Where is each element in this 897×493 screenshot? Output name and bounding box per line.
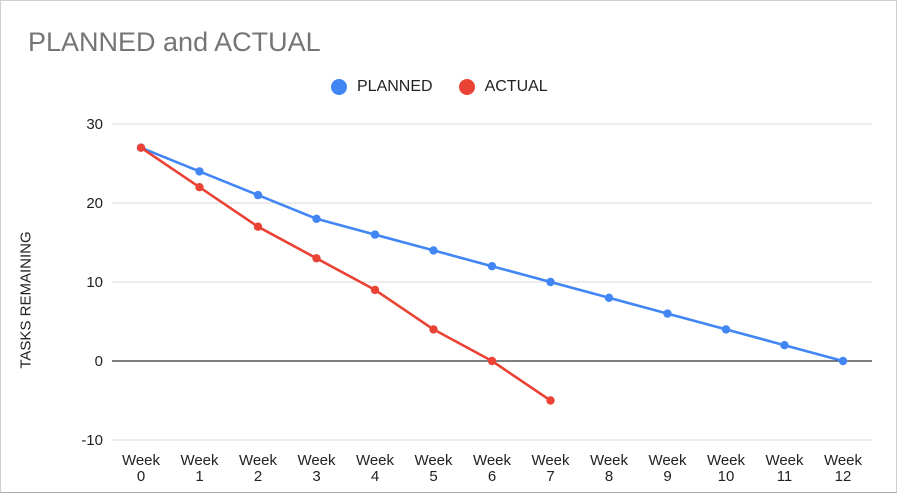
- data-point-planned: [195, 167, 204, 176]
- x-tick-label: Week 9: [648, 452, 687, 485]
- y-tick-label: 30: [86, 116, 103, 133]
- data-point-planned: [838, 356, 848, 366]
- x-tick-label: Week 4: [356, 452, 395, 485]
- x-tick-label: Week 8: [590, 452, 629, 485]
- x-tick-label: Week 6: [473, 452, 512, 485]
- legend-label-actual: ACTUAL: [484, 78, 548, 95]
- data-point-actual: [195, 183, 204, 192]
- y-tick-label: 20: [86, 195, 103, 212]
- data-point-actual: [312, 254, 321, 263]
- x-tick-label: Week 5: [414, 452, 453, 485]
- data-point-planned: [780, 341, 789, 350]
- legend-swatch-actual: [458, 79, 475, 95]
- x-tick-label: Week 10: [707, 452, 746, 485]
- x-tick-label: Week 1: [180, 452, 219, 485]
- y-tick-label: -10: [81, 432, 103, 449]
- data-point-planned: [370, 230, 380, 239]
- x-tick-label: Week 2: [239, 452, 278, 485]
- chart-legend: PLANNED ACTUAL: [331, 76, 574, 98]
- legend-swatch-planned: [331, 79, 347, 95]
- data-point-actual: [429, 325, 438, 334]
- legend-item-planned[interactable]: PLANNED: [331, 78, 433, 96]
- legend-label-planned: PLANNED: [357, 78, 433, 95]
- series-line-actual: [139, 146, 552, 402]
- data-point-actual: [370, 285, 380, 295]
- data-point-planned: [312, 214, 321, 223]
- series-line-planned: [139, 146, 845, 363]
- data-point-planned: [721, 325, 731, 334]
- data-point-actual: [546, 396, 555, 405]
- data-point-planned: [487, 262, 497, 271]
- x-tick-label: Week 3: [297, 452, 336, 485]
- chart-title: PLANNED and ACTUAL: [28, 27, 321, 57]
- data-point-actual: [253, 222, 263, 231]
- x-tick-label: Week 7: [531, 452, 570, 485]
- data-point-planned: [546, 277, 555, 287]
- data-point-planned: [253, 190, 263, 200]
- data-point-planned: [663, 309, 672, 318]
- x-tick-label: Week 11: [765, 452, 804, 485]
- x-tick-label: Week 0: [122, 452, 161, 485]
- data-point-planned: [604, 293, 614, 302]
- y-tick-label: 10: [86, 274, 103, 291]
- y-tick-label: 0: [95, 353, 103, 370]
- data-point-actual: [136, 143, 146, 152]
- data-point-planned: [429, 246, 438, 255]
- x-tick-label: Week 12: [824, 452, 863, 485]
- data-point-actual: [487, 356, 497, 366]
- legend-item-actual[interactable]: ACTUAL: [458, 78, 548, 96]
